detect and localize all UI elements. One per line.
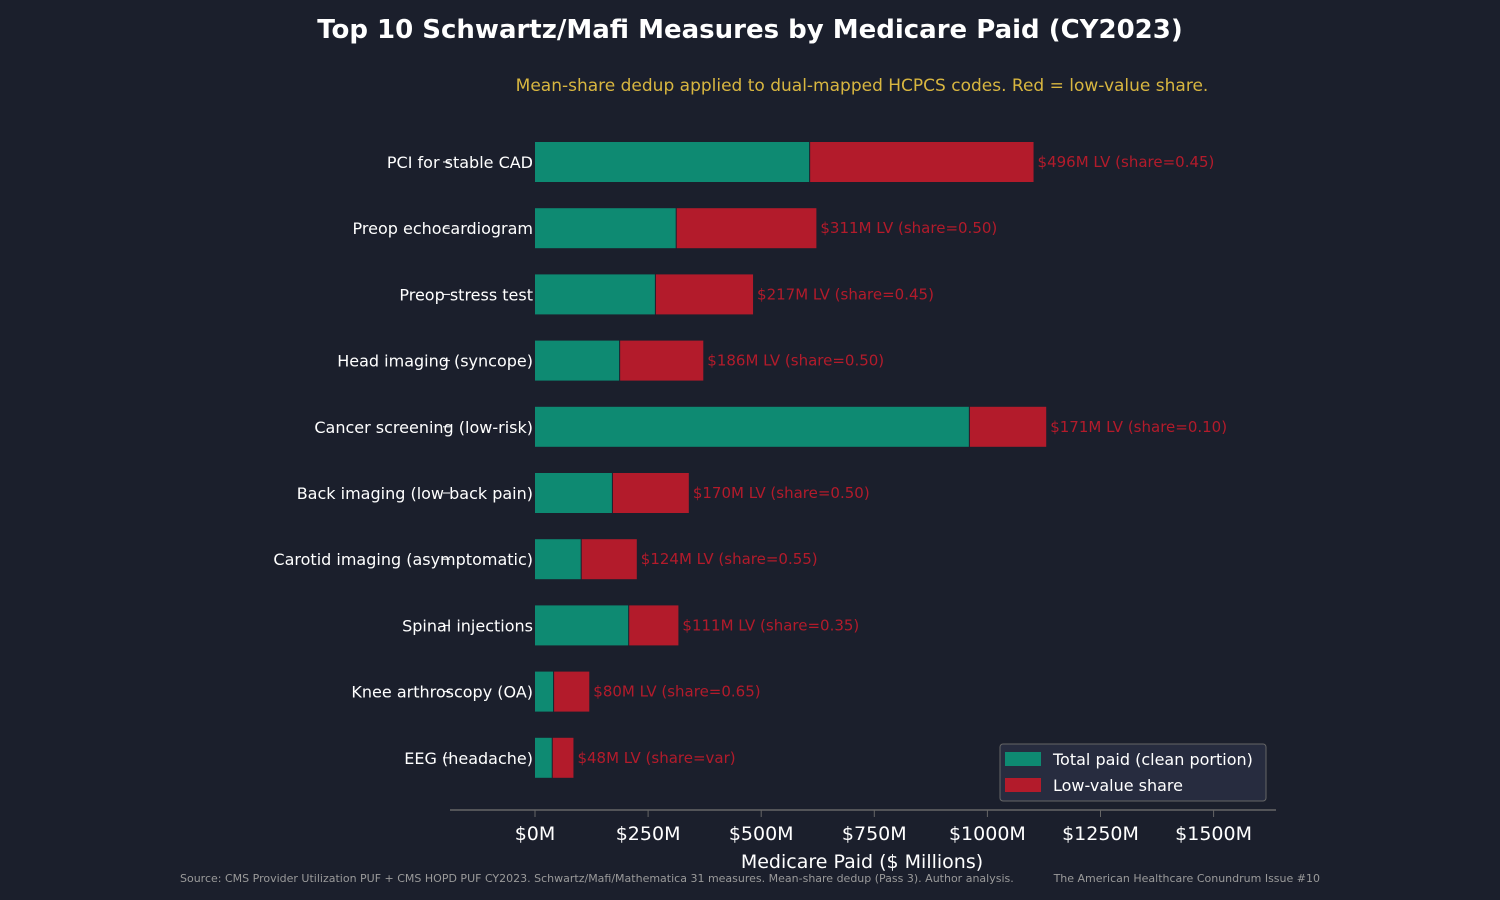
footer-credit: The American Healthcare Conundrum Issue … [1053,872,1320,885]
category-label: Carotid imaging (asymptomatic) [273,550,533,569]
category-label: PCI for stable CAD [387,153,533,172]
bar-clean [535,737,552,778]
x-tick-label: $250M [616,823,681,845]
bars-layer [535,142,1047,778]
bar-annotation: $48M LV (share=var) [577,749,735,767]
x-tick-label: $750M [842,823,907,845]
bar-low-value [810,142,1034,182]
bar-clean [535,671,554,712]
x-axis-label: Medicare Paid ($ Millions) [741,851,983,873]
x-tick-label: $1250M [1062,823,1139,845]
category-label: EEG (headache) [404,749,533,768]
footer-source: Source: CMS Provider Utilization PUF + C… [180,872,1014,885]
bar-annotation: $496M LV (share=0.45) [1038,153,1215,171]
bar-clean [535,539,581,580]
category-label: Preop echocardiogram [353,219,533,238]
legend: Total paid (clean portion) Low-value sha… [999,743,1267,802]
bar-low-value [969,406,1047,447]
legend-box [999,743,1267,802]
legend-swatch-low-value [1005,778,1041,792]
bar-annotation: $80M LV (share=0.65) [593,683,760,701]
x-tick-label: $1000M [949,823,1026,845]
legend-swatch-clean [1005,752,1041,766]
category-label: Cancer screening (low-risk) [314,418,533,437]
bar-low-value [612,473,689,513]
legend-label-low-value: Low-value share [1053,776,1183,795]
bar-clean [535,473,612,513]
category-label: Head imaging (syncope) [337,352,533,371]
bar-annotation: $186M LV (share=0.50) [707,352,884,370]
bar-annotation: $124M LV (share=0.55) [641,550,818,568]
category-label: Back imaging (low back pain) [297,484,533,503]
bar-clean [535,208,676,249]
bar-clean [535,340,620,381]
legend-label-clean: Total paid (clean portion) [1052,750,1253,769]
bar-low-value [581,539,637,580]
category-labels: PCI for stable CAD Preop echocardiogram Pr… [273,153,533,768]
bar-low-value [620,340,704,381]
x-tick-label: $0M [515,823,556,845]
bar-low-value [554,671,590,712]
bar-low-value [655,274,754,315]
bar-low-value [629,605,679,646]
bar-low-value [676,208,817,249]
category-label: Spinal injections [402,616,533,635]
x-tick-label: $1500M [1175,823,1252,845]
category-label: Preop stress test [399,285,533,304]
chart-subtitle: Mean-share dedup applied to dual-mapped … [516,76,1209,96]
bar-annotation: $171M LV (share=0.10) [1050,418,1227,436]
bar-low-value [552,737,574,778]
chart-title: Top 10 Schwartz/Mafi Measures by Medicar… [317,15,1183,45]
bar-clean [535,274,655,315]
bar-clean [535,406,969,447]
bar-clean [535,605,629,646]
bar-annotation: $311M LV (share=0.50) [820,219,997,237]
bar-annotation: $170M LV (share=0.50) [693,484,870,502]
bar-annotation: $111M LV (share=0.35) [682,616,859,634]
x-axis-ticks: $0M $250M $500M $750M $1000M $1250M $1500M [515,810,1252,845]
bar-clean [535,142,810,182]
bar-annotations: $496M LV (share=0.45) $311M LV (share=0.5… [577,153,1227,767]
bar-annotation: $217M LV (share=0.45) [757,285,934,303]
x-tick-label: $500M [729,823,794,845]
category-label: Knee arthroscopy (OA) [351,683,533,702]
